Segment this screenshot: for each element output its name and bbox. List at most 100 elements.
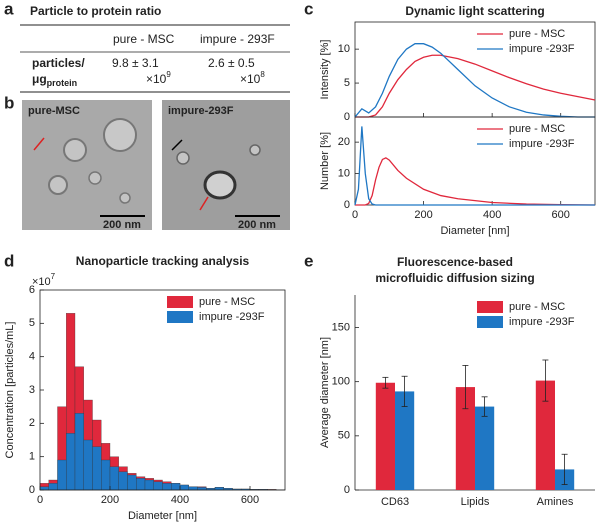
x-tick-label: 400 (483, 209, 501, 221)
legend-label: impure -293F (509, 316, 575, 328)
y-tick-label: 150 (332, 321, 350, 333)
histogram-bar (57, 459, 67, 491)
exponent: 8 (260, 70, 265, 79)
legend-swatch (167, 296, 193, 308)
y-tick-label: 0 (344, 111, 350, 123)
histogram-bar (109, 466, 119, 491)
x-tick-label: 600 (241, 494, 259, 506)
cell-multiplier: ×109 (146, 70, 171, 86)
bar (455, 387, 475, 490)
legend-label: pure - MSC (199, 296, 255, 308)
histogram-bar (162, 483, 172, 491)
table-title: Particle to protein ratio (30, 4, 161, 18)
multiplier-exponent: 7 (51, 272, 56, 281)
x-tick-label: 0 (37, 494, 43, 506)
histogram-bar (92, 446, 102, 491)
histogram-bar (83, 439, 93, 491)
vesicle (176, 151, 190, 165)
histogram-bar (144, 479, 154, 491)
y-axis-label: Concentration [particles/mL] (4, 322, 16, 459)
legend-swatch (167, 311, 193, 323)
legend-label: impure -293F (509, 43, 575, 55)
panel-label: e (304, 251, 313, 270)
y-tick-label: 3 (29, 384, 35, 396)
times: ×10 (240, 72, 261, 86)
histogram-bar (74, 413, 84, 491)
line-series (354, 126, 595, 206)
y-axis-label: Number [%] (319, 132, 331, 190)
legend-swatch (477, 301, 503, 313)
column-header: pure - MSC (113, 32, 175, 46)
panel-label: b (4, 93, 14, 112)
legend-label: pure - MSC (509, 123, 565, 135)
y-tick-label: 0 (344, 199, 350, 211)
chart-title: Nanoparticle tracking analysis (76, 254, 250, 268)
cell-multiplier: ×108 (240, 70, 265, 86)
chart-title: Fluorescence-based (397, 255, 513, 269)
unit-sub: protein (47, 78, 78, 88)
y-tick-label: 0 (29, 484, 35, 496)
histogram-bar (48, 483, 58, 491)
histogram-bar (171, 483, 181, 491)
y-tick-label: 2 (29, 417, 35, 429)
y-tick-label: 0 (344, 484, 350, 496)
y-axis-label: Average diameter [nm] (319, 337, 331, 448)
row-label: particles/ (32, 56, 85, 70)
chart-title: microfluidic diffusion sizing (375, 271, 534, 285)
bar (395, 391, 415, 490)
vesicle (249, 144, 261, 156)
line-series (354, 43, 595, 118)
legend-label: pure - MSC (509, 28, 565, 40)
y-multiplier: ×107 (32, 272, 56, 288)
exponent: 9 (166, 70, 171, 79)
y-tick-label: 10 (338, 167, 350, 179)
cell-value: 2.6 ± 0.5 (208, 56, 255, 70)
histogram-bar (118, 471, 128, 491)
legend-label: pure - MSC (509, 301, 565, 313)
unit: μg (32, 72, 47, 86)
scale-label: 200 nm (238, 219, 276, 231)
y-tick-label: 5 (29, 317, 35, 329)
vesicle (48, 175, 68, 195)
y-tick-label: 5 (344, 77, 350, 89)
x-tick-label: Lipids (461, 496, 490, 508)
x-tick-label: CD63 (381, 496, 409, 508)
legend-label: impure -293F (509, 138, 575, 150)
vesicle (88, 171, 102, 185)
histogram-bar (39, 486, 49, 491)
histogram-bar (136, 478, 146, 491)
x-axis-label: Diameter [nm] (128, 510, 197, 522)
panel-label: a (4, 0, 14, 18)
x-tick-label: 0 (352, 209, 358, 221)
y-tick-label: 50 (338, 430, 350, 442)
row-unit: μgprotein (32, 72, 77, 88)
panel-label: d (4, 251, 14, 270)
histogram-bar (188, 486, 198, 491)
x-tick-label: 200 (414, 209, 432, 221)
vesicle (63, 138, 87, 162)
times: ×10 (146, 72, 167, 86)
x-tick-label: 600 (552, 209, 570, 221)
histogram-bar (66, 433, 76, 491)
y-tick-label: 100 (332, 376, 350, 388)
vesicle (103, 118, 137, 152)
histogram-bar (101, 459, 111, 491)
legend-swatch (477, 316, 503, 328)
bar (535, 380, 555, 490)
y-tick-label: 4 (29, 351, 35, 363)
x-tick-label: Amines (537, 496, 574, 508)
line-series (355, 54, 596, 118)
x-tick-label: 400 (171, 494, 189, 506)
x-tick-label: 200 (101, 494, 119, 506)
histogram-bar (127, 474, 137, 491)
panel-label: c (304, 0, 313, 18)
image-label: impure-293F (168, 105, 234, 117)
x-axis-label: Diameter [nm] (440, 225, 509, 237)
arrow (199, 196, 209, 211)
scale-label: 200 nm (103, 219, 141, 231)
legend-label: impure -293F (199, 311, 265, 323)
micrograph: 200 nm pure-MSC (22, 100, 152, 231)
multiplier-base: ×10 (32, 276, 51, 288)
cell-value: 9.8 ± 3.1 (112, 56, 159, 70)
